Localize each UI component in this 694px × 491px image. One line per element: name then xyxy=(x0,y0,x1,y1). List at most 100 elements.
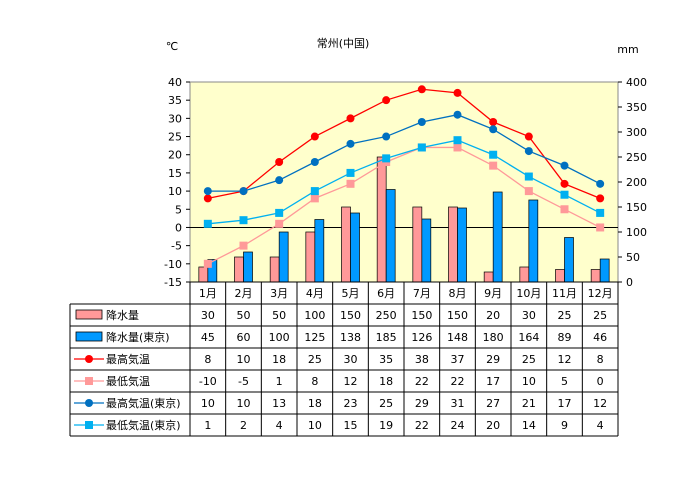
table-cell: 100 xyxy=(269,331,290,344)
right-axis-tick-label: 400 xyxy=(626,76,647,89)
line-min-temp-point xyxy=(489,161,498,170)
line-max-temp-tokyo-point xyxy=(382,132,391,141)
table-cell: 150 xyxy=(340,309,361,322)
line-max-temp xyxy=(207,88,601,200)
x-axis-tick-label: 10月 xyxy=(516,287,541,300)
x-axis-tick-label: 1月 xyxy=(199,287,217,300)
line-min-temp-point xyxy=(453,143,462,152)
table-cell: 24 xyxy=(451,419,465,432)
bar-precip-tokyo xyxy=(350,212,360,283)
bar-precip xyxy=(234,256,244,283)
table-cell: 8 xyxy=(597,353,604,366)
table-cell: 25 xyxy=(522,353,536,366)
x-axis-tick-label: 5月 xyxy=(342,287,360,300)
table-cell: 150 xyxy=(447,309,468,322)
table-cell: 45 xyxy=(201,331,215,344)
table-cell: 8 xyxy=(204,353,211,366)
x-axis-tick-label: 9月 xyxy=(484,287,502,300)
line-max-temp-point xyxy=(346,114,355,123)
table-cell: 18 xyxy=(272,353,286,366)
legend-key-precip xyxy=(75,309,103,320)
left-axis-unit: ℃ xyxy=(166,40,178,53)
table-cell: 20 xyxy=(486,419,500,432)
left-axis-tick-label: 35 xyxy=(168,94,182,107)
bar-precip-tokyo xyxy=(278,231,289,283)
table-cell: 0 xyxy=(597,375,604,388)
table-cell: 19 xyxy=(379,419,393,432)
left-axis-tick-label: 20 xyxy=(168,149,182,162)
table-cell: 17 xyxy=(558,397,572,410)
bar-precip xyxy=(483,271,494,283)
line-min-temp-point xyxy=(596,223,605,232)
legend-label-max-temp-tokyo: 最高気温(東京) xyxy=(106,396,181,410)
table-cell: 9 xyxy=(561,419,568,432)
line-max-temp-tokyo-point xyxy=(489,125,498,134)
table-cell: 25 xyxy=(593,309,607,322)
line-max-temp-tokyo-point xyxy=(453,110,462,119)
line-max-temp-point xyxy=(417,85,426,94)
table-cell: 4 xyxy=(597,419,604,432)
line-min-temp-point xyxy=(239,241,248,250)
line-min-temp-point xyxy=(560,205,569,214)
bar-precip xyxy=(269,256,280,283)
bar-precip xyxy=(448,206,458,283)
table-cell: 22 xyxy=(415,419,429,432)
bar-precip-tokyo xyxy=(528,199,539,283)
bar-precip-tokyo xyxy=(457,207,467,283)
table-cell: 10 xyxy=(522,375,536,388)
bar-precip-tokyo xyxy=(599,258,610,283)
table-cell: 25 xyxy=(308,353,322,366)
bar-precip xyxy=(590,269,601,283)
table-cell: 37 xyxy=(451,353,465,366)
table-cell: 138 xyxy=(340,331,361,344)
table-cell: 180 xyxy=(483,331,504,344)
left-axis-tick-label: 0 xyxy=(175,221,182,234)
table-cell: 1 xyxy=(276,375,283,388)
table-cell: 12 xyxy=(558,353,572,366)
bar-precip xyxy=(519,266,530,283)
x-axis-tick-label: 2月 xyxy=(235,287,253,300)
right-axis-tick-label: 300 xyxy=(626,126,647,139)
line-max-temp-tokyo-point xyxy=(346,139,355,148)
line-max-temp-point xyxy=(203,194,212,203)
table-cell: 4 xyxy=(276,419,283,432)
x-axis-tick-label: 8月 xyxy=(449,287,467,300)
table-cell: 25 xyxy=(379,397,393,410)
table-cell: 23 xyxy=(344,397,358,410)
line-min-temp-point xyxy=(275,219,284,228)
table-cell: 10 xyxy=(201,397,215,410)
left-axis-tick-label: 10 xyxy=(168,185,182,198)
table-cell: 50 xyxy=(237,309,251,322)
legend-marker-max-temp xyxy=(85,355,93,363)
line-min-temp-point xyxy=(203,259,212,268)
legend-label-min-temp: 最低気温 xyxy=(106,374,150,388)
plot-area xyxy=(189,81,619,283)
table-cell: 125 xyxy=(304,331,325,344)
legend-marker-max-temp-tokyo xyxy=(85,399,93,407)
legend-label-min-temp-tokyo: 最低気温(東京) xyxy=(106,418,181,432)
line-min-temp-tokyo-point xyxy=(560,190,569,199)
table-cell: -5 xyxy=(238,375,249,388)
line-min-temp xyxy=(207,146,601,265)
table-cell: 46 xyxy=(593,331,607,344)
line-min-temp-tokyo-point xyxy=(596,208,605,217)
table-cell: 50 xyxy=(272,309,286,322)
table-cell: 185 xyxy=(376,331,397,344)
table-cell: 30 xyxy=(522,309,536,322)
table-cell: 126 xyxy=(411,331,432,344)
table-cell: 2 xyxy=(240,419,247,432)
line-max-temp-tokyo-point xyxy=(275,176,284,185)
table-cell: 31 xyxy=(451,397,465,410)
table-cell: 17 xyxy=(486,375,500,388)
line-max-temp-tokyo-point xyxy=(560,161,569,170)
table-cell: 18 xyxy=(379,375,393,388)
table-cell: 12 xyxy=(593,397,607,410)
right-axis-tick-label: 200 xyxy=(626,176,647,189)
line-min-temp-tokyo-point xyxy=(239,216,248,225)
table-cell: 60 xyxy=(237,331,251,344)
table-cell: 89 xyxy=(558,331,572,344)
table-cell: 21 xyxy=(522,397,536,410)
table-cell: 10 xyxy=(237,353,251,366)
bar-precip xyxy=(198,266,209,283)
